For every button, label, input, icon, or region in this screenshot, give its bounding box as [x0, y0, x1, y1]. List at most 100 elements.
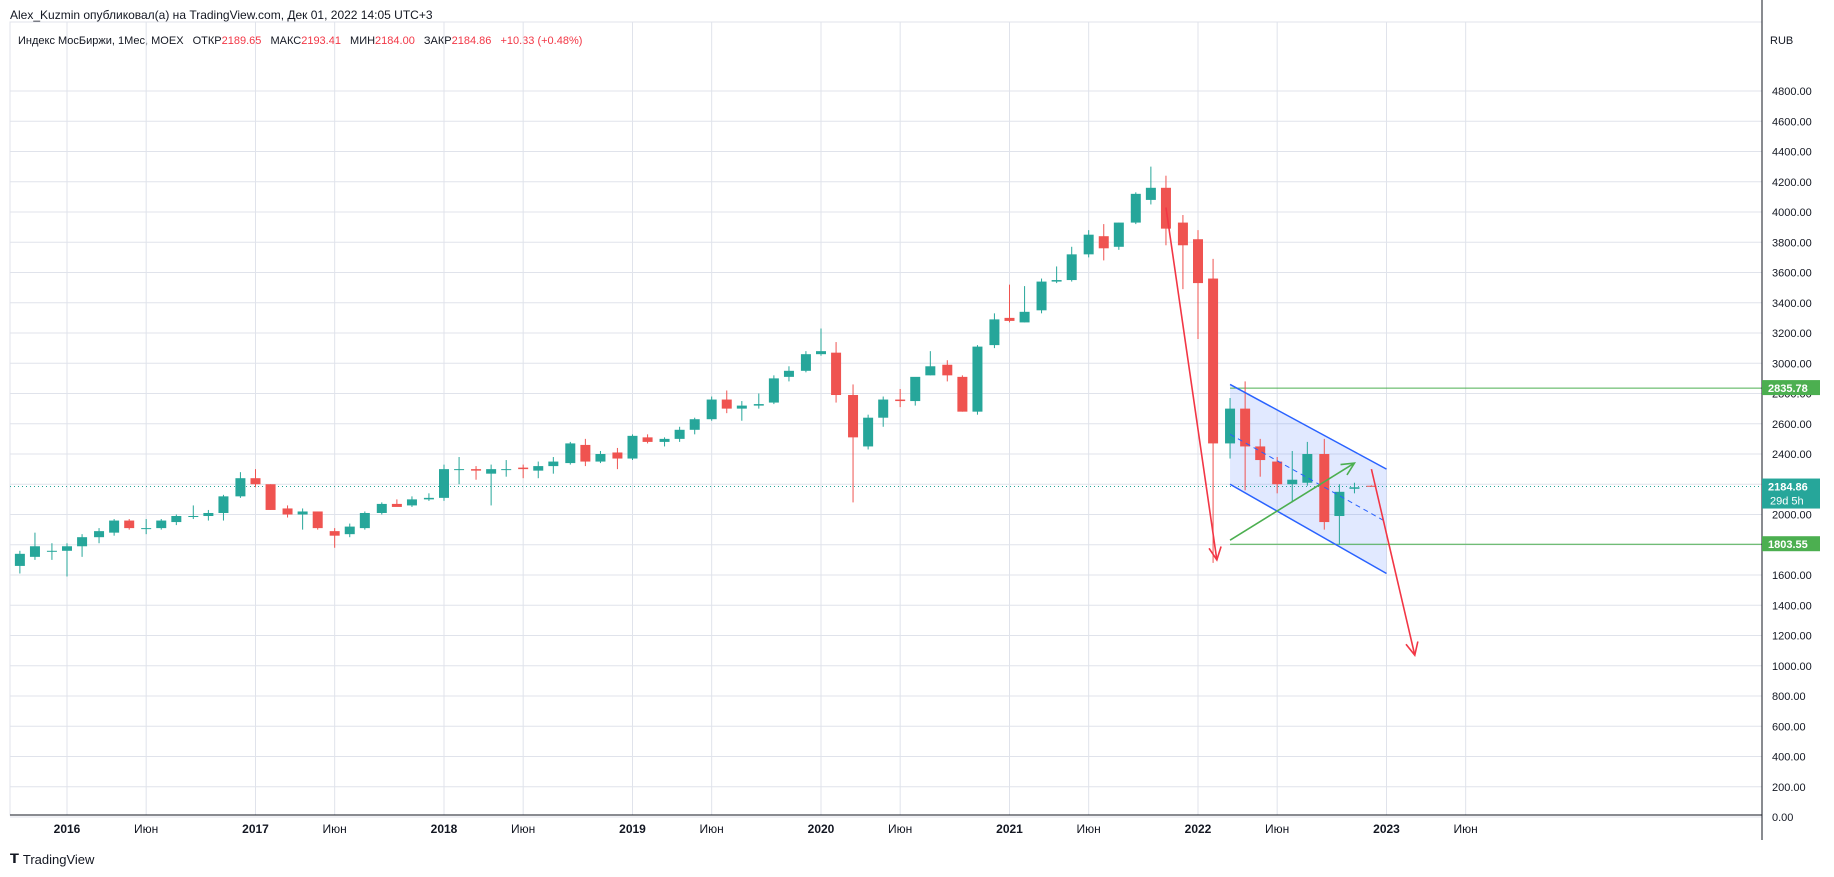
- y-tick-label: 1000.00: [1772, 661, 1812, 673]
- candle-body: [1036, 281, 1047, 311]
- candle-body: [580, 444, 591, 462]
- channel-upper-line: [1229, 383, 1387, 470]
- candle-body: [1240, 408, 1251, 447]
- candle-body: [297, 511, 308, 515]
- y-tick-label: 4400.00: [1772, 147, 1812, 159]
- y-tick-label: 2600.00: [1772, 419, 1812, 431]
- y-tick-label: 2000.00: [1772, 510, 1812, 522]
- candle-body: [1004, 317, 1015, 321]
- candle-body: [816, 351, 826, 355]
- candle-body: [1302, 454, 1313, 483]
- symbol-description: Индекс МосБиржи, 1Мес, MOEX: [18, 35, 184, 47]
- candle-body: [141, 528, 152, 530]
- candle-body: [1225, 408, 1236, 444]
- candle-body: [1051, 280, 1062, 282]
- candle-body: [46, 550, 57, 552]
- x-tick-label: Июн: [888, 822, 912, 836]
- candle-body: [627, 435, 638, 459]
- open-value: 2189.65: [221, 35, 262, 47]
- candle-body: [957, 376, 968, 412]
- price-label-box: [1762, 536, 1820, 552]
- brand-name: TradingView: [22, 851, 95, 867]
- channel-lower-line: [1229, 483, 1387, 575]
- y-tick-label: 1600.00: [1772, 570, 1812, 582]
- candle-body: [1287, 479, 1298, 485]
- y-tick-label: 1400.00: [1772, 600, 1812, 612]
- candle-body: [1019, 311, 1030, 323]
- y-tick-label: 4800.00: [1772, 86, 1812, 98]
- candle-body: [235, 478, 246, 497]
- candle-body: [29, 546, 40, 557]
- candle-body: [1208, 278, 1219, 444]
- y-tick-label: 4000.00: [1772, 207, 1812, 219]
- candle-body: [518, 467, 529, 470]
- price-label-box: [1762, 478, 1820, 509]
- close-label: ЗАКР: [423, 35, 452, 47]
- candle-body: [895, 399, 906, 402]
- change-value: +10.33 (+0.48%): [500, 35, 583, 47]
- candle-body: [391, 503, 402, 507]
- candle-body: [265, 484, 276, 510]
- candle-body: [14, 553, 25, 566]
- y-tick-label: 3400.00: [1772, 298, 1812, 310]
- candle-body: [706, 399, 717, 420]
- axes-layer: RUB 4800.00 4600.00 4400.00 4200.00 4000.00 3…: [10, 0, 1820, 840]
- x-tick-label: Июн: [1077, 822, 1101, 836]
- candle-body: [1098, 236, 1109, 249]
- ohlc-legend: Индекс МосБиржи, 1Мес, MOEX ОТКР2189.65 …: [18, 35, 582, 47]
- candle-body: [171, 516, 182, 523]
- candle-body: [1113, 222, 1124, 247]
- price-label-text: 1803.55: [1768, 539, 1808, 551]
- candle-body: [77, 537, 88, 547]
- candle-body: [689, 419, 700, 430]
- y-tick-label: 3800.00: [1772, 237, 1812, 249]
- candle-body: [642, 437, 653, 442]
- candle-body: [188, 516, 199, 518]
- x-tick-label: Июн: [1265, 822, 1289, 836]
- candle-body: [910, 376, 921, 402]
- y-tick-label: 3600.00: [1772, 268, 1812, 280]
- drawings-foreground: [1165, 207, 1419, 657]
- candle-body: [989, 319, 1000, 346]
- candle-body: [736, 405, 747, 409]
- candle-body: [972, 346, 983, 412]
- candle-body: [753, 404, 764, 406]
- candle-body: [156, 520, 167, 529]
- candle-body: [1319, 454, 1330, 523]
- chart-grid: [9, 21, 1763, 818]
- candle-body: [800, 354, 811, 371]
- candle-body: [1349, 487, 1360, 489]
- candle-body: [1272, 461, 1283, 485]
- high-value: 2193.41: [301, 35, 341, 47]
- candle-body: [501, 469, 512, 471]
- candles-layer: [14, 166, 1377, 577]
- candle-body: [203, 512, 214, 517]
- currency-label: RUB: [1770, 35, 1793, 47]
- candle-body: [925, 366, 936, 376]
- candle-body: [312, 511, 323, 529]
- candle-body: [218, 496, 229, 513]
- candle-body: [109, 520, 120, 533]
- candle-body: [344, 526, 355, 535]
- x-tick-label: 2021: [996, 822, 1023, 836]
- candle-body: [1083, 234, 1094, 255]
- candle-body: [376, 503, 387, 513]
- candle-body: [783, 370, 794, 377]
- red-arrow-projection-shaft: [1370, 468, 1416, 656]
- candle-body: [1130, 193, 1141, 223]
- candle-body: [471, 469, 482, 471]
- green-arrow-head: [1340, 462, 1357, 476]
- candle-body: [548, 461, 559, 467]
- x-tick-label: 2018: [431, 822, 458, 836]
- x-tick-label: 2017: [242, 822, 269, 836]
- footer-brand[interactable]: 𝗧 TradingView: [10, 851, 94, 867]
- low-label: МИН: [350, 35, 376, 47]
- candle-body: [831, 352, 842, 396]
- candle-body: [406, 499, 417, 506]
- candle-body: [1066, 254, 1077, 281]
- candle-body: [329, 531, 340, 536]
- candle-body: [674, 429, 685, 439]
- candle-body: [1145, 187, 1156, 200]
- candle-body: [595, 454, 606, 462]
